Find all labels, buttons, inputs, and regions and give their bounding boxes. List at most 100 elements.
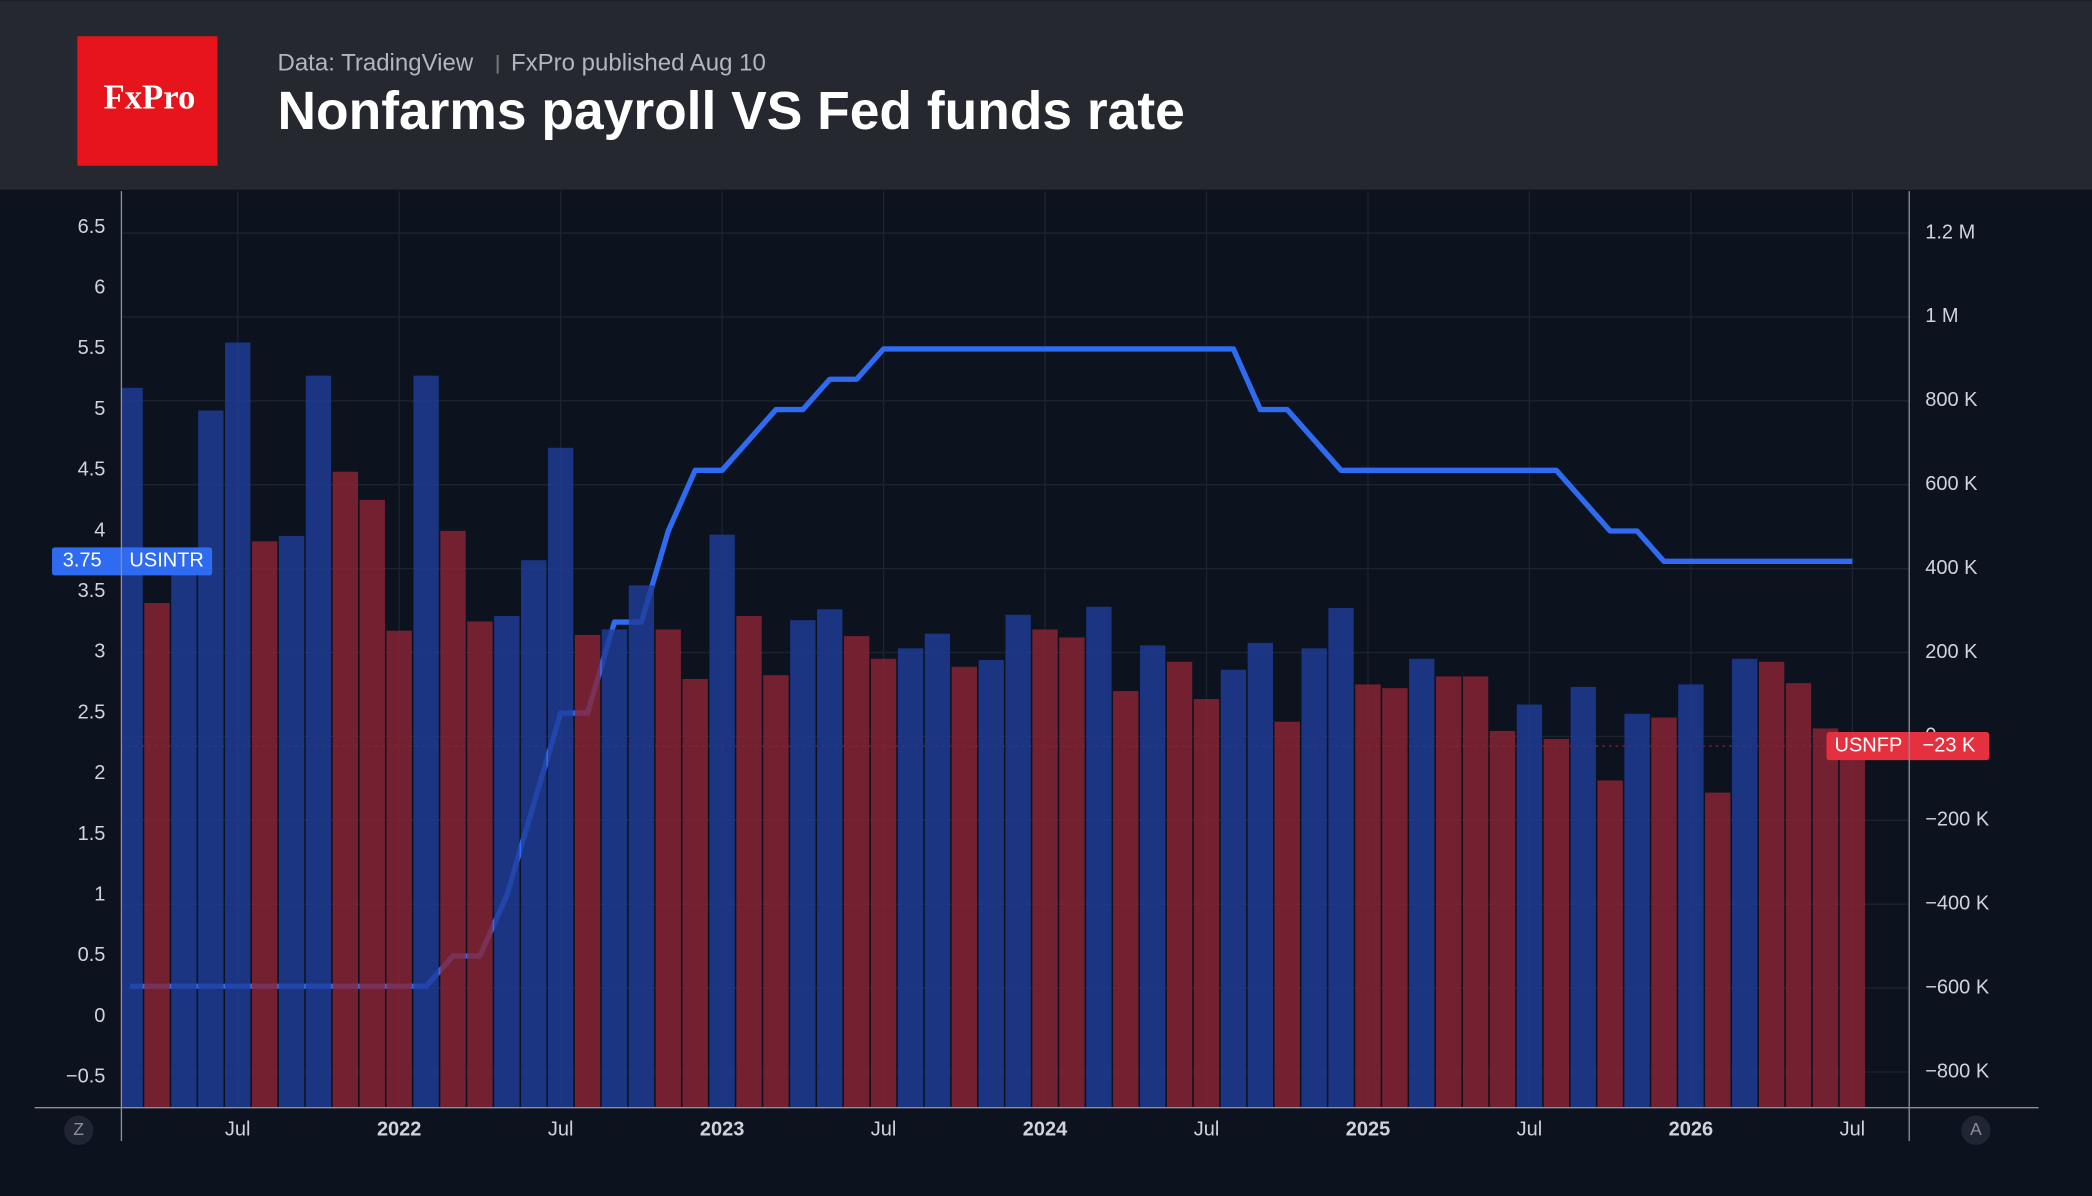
- logo-box: [77, 36, 218, 166]
- bar: [467, 621, 493, 1108]
- bar: [817, 609, 843, 1108]
- bar: [1516, 704, 1543, 1108]
- x-tick-label: Jul: [1517, 1119, 1543, 1141]
- bar: [763, 675, 789, 1108]
- bar: [1328, 608, 1354, 1108]
- bar: [951, 666, 977, 1108]
- bar: [1758, 661, 1785, 1108]
- axis-button[interactable]: [1961, 1115, 1991, 1146]
- bar: [682, 678, 708, 1108]
- bar: [924, 633, 951, 1108]
- bar: [278, 535, 305, 1108]
- y-tick-label: 4: [94, 519, 105, 541]
- y-tick-label: 6.5: [78, 216, 106, 238]
- y2-tick-label: 800 K: [1925, 389, 1978, 411]
- bar: [655, 629, 681, 1108]
- bar: [1624, 713, 1650, 1108]
- y-tick-label: 2.5: [78, 701, 106, 723]
- price-tag-name: USINTR: [129, 550, 203, 572]
- x-tick-label: 2024: [1023, 1119, 1068, 1141]
- bar: [521, 560, 547, 1108]
- axis-button[interactable]: [64, 1115, 94, 1146]
- bar: [870, 658, 897, 1108]
- bar: [1220, 669, 1247, 1108]
- labels: −0.5 0 0.5 1 1.5 2 2.5 3 3.5 4 4.5 5 5.5 6 6.5 −800 K −6…: [52, 216, 1991, 1146]
- bar-layer: [121, 342, 1866, 1108]
- y-tick-label: 0: [94, 1005, 105, 1027]
- bar: [1113, 691, 1139, 1108]
- bar: [1166, 661, 1193, 1108]
- bar: [225, 342, 251, 1108]
- price-tag-value: 3.75: [63, 550, 102, 572]
- price-tag-name: USNFP: [1835, 734, 1903, 756]
- y2-tick-label: −200 K: [1925, 809, 1990, 831]
- bar: [1274, 721, 1300, 1108]
- x-tick-label: Jul: [1840, 1119, 1866, 1141]
- bar: [736, 616, 762, 1108]
- bar: [1382, 688, 1408, 1108]
- bar: [1059, 637, 1085, 1108]
- y-tick-label: 5.5: [78, 337, 106, 359]
- bar: [440, 530, 466, 1108]
- y-tick-label: 3: [94, 641, 105, 663]
- bar: [709, 534, 735, 1108]
- y-tick-label: −0.5: [66, 1066, 105, 1088]
- x-tick-label: 2022: [377, 1119, 422, 1141]
- x-tick-label: 2026: [1669, 1119, 1714, 1141]
- y2-tick-label: −800 K: [1925, 1060, 1990, 1082]
- x-tick-label: Jul: [871, 1119, 897, 1141]
- y2-tick-label: −400 K: [1925, 892, 1990, 914]
- bar: [790, 620, 816, 1108]
- x-tick-label: Jul: [548, 1119, 574, 1141]
- y-tick-label: 4.5: [78, 459, 106, 481]
- bar: [1597, 780, 1623, 1108]
- bar: [359, 499, 385, 1108]
- axis-button-label[interactable]: Z: [73, 1119, 84, 1139]
- bar: [1732, 658, 1758, 1108]
- published: FxPro published Aug 10: [511, 50, 766, 77]
- bar: [1032, 629, 1058, 1108]
- x-tick-label: 2023: [700, 1119, 745, 1141]
- bar: [1409, 658, 1435, 1108]
- bar: [1086, 606, 1112, 1108]
- x-tick-label: Jul: [225, 1119, 251, 1141]
- axis-button-label[interactable]: A: [1970, 1119, 1982, 1139]
- x-tick-label: 2025: [1346, 1119, 1391, 1141]
- bar: [1436, 676, 1462, 1108]
- bar: [1570, 686, 1596, 1108]
- header-bar: [0, 0, 2092, 190]
- logo: FxPro: [104, 77, 196, 116]
- price-tag: [1826, 732, 1990, 761]
- bar: [1651, 717, 1677, 1108]
- bar: [1355, 684, 1381, 1108]
- price-tag: [52, 547, 213, 576]
- bar: [1543, 738, 1570, 1108]
- y-tick-label: 1: [94, 883, 105, 905]
- bar: [251, 541, 278, 1108]
- bar: [494, 616, 520, 1108]
- bar: [843, 636, 870, 1108]
- bar: [601, 629, 628, 1108]
- bar: [198, 410, 224, 1108]
- y-tick-label: 1.5: [78, 823, 106, 845]
- y-tick-label: 5: [94, 398, 105, 420]
- y-tick-label: 0.5: [78, 944, 106, 966]
- price-tag-value: −23 K: [1923, 734, 1976, 756]
- bar: [332, 471, 359, 1108]
- bar: [413, 375, 439, 1108]
- bar: [1839, 746, 1866, 1108]
- bar: [1678, 684, 1704, 1108]
- source: Data: TradingView: [278, 50, 474, 77]
- bar: [628, 585, 655, 1108]
- y-tick-label: 6: [94, 276, 105, 298]
- bar: [574, 634, 601, 1108]
- bar: [1462, 676, 1489, 1108]
- bar: [1785, 683, 1812, 1108]
- bar: [1140, 645, 1166, 1108]
- bar: [1705, 792, 1731, 1108]
- bar: [1193, 699, 1220, 1108]
- y2-tick-label: 1.2 M: [1925, 221, 1975, 243]
- bar: [978, 660, 1004, 1108]
- y-tick-label: 2: [94, 762, 105, 784]
